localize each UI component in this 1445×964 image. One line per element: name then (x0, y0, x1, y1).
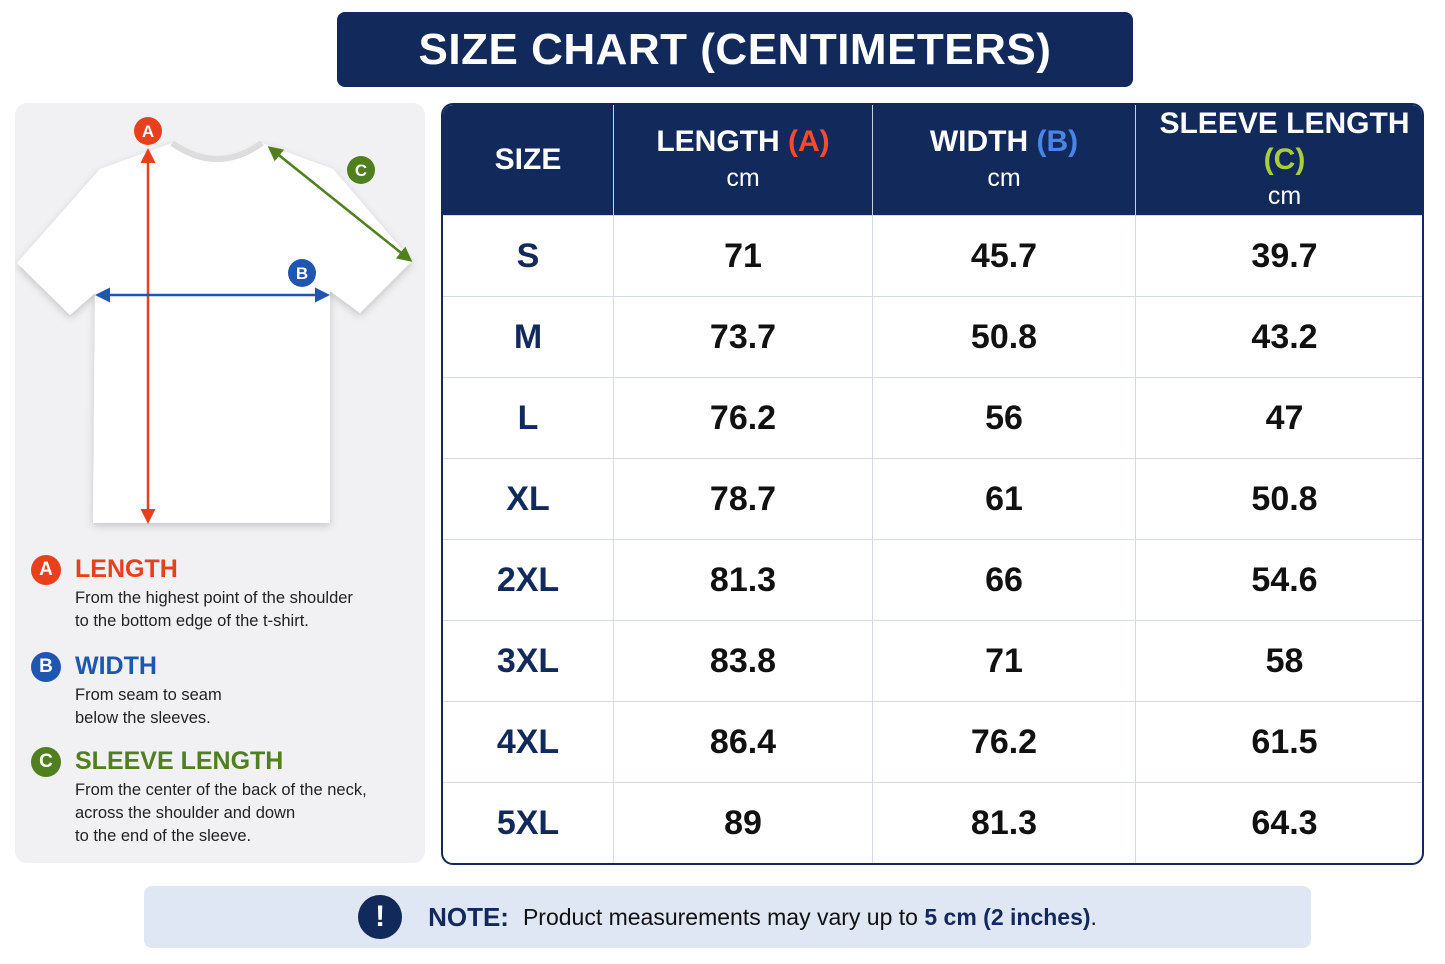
sleeve-arrow (267, 146, 413, 262)
size-cell: 5XL (443, 782, 614, 863)
size-cell: M (443, 296, 614, 378)
header-unit: cm (987, 164, 1021, 192)
value-cell: 50.8 (872, 296, 1136, 378)
value-cell: 76.2 (613, 377, 873, 459)
header-cell: SLEEVE LENGTH (C) cm (1135, 105, 1422, 216)
note-bar: ! NOTE: Product measurements may vary up… (144, 886, 1311, 948)
legend-description: across the shoulder and down (75, 804, 296, 822)
value-cell: 47 (1135, 377, 1422, 459)
size-cell: 2XL (443, 539, 614, 621)
legend-label: WIDTH (75, 652, 157, 680)
header-cell: WIDTH (B) cm (872, 105, 1136, 216)
header-label: SIZE (494, 143, 562, 176)
legend-description: From the highest point of the shoulder (75, 589, 353, 607)
table-row: 4XL 86.4 76.2 61.5 (443, 701, 1422, 783)
size-cell: XL (443, 458, 614, 540)
size-cell: 3XL (443, 620, 614, 702)
marker-a (134, 117, 162, 145)
title: SIZE CHART (CENTIMETERS) (418, 24, 1052, 74)
value-cell: 45.7 (872, 214, 1136, 297)
header-line: WIDTH (B) (874, 124, 1134, 160)
size-cell: 4XL (443, 701, 614, 783)
legend-circle: B (31, 652, 61, 682)
title-bar: SIZE CHART (CENTIMETERS) (337, 12, 1133, 87)
header-cell: SIZE (443, 105, 614, 216)
value-cell: 86.4 (613, 701, 873, 783)
value-cell: 76.2 (872, 701, 1136, 783)
legend-label: LENGTH (75, 555, 178, 583)
header-unit: cm (1267, 182, 1302, 210)
table-row: 5XL 89 81.3 64.3 (443, 782, 1422, 863)
collar (170, 140, 264, 162)
legend-description: From the center of the back of the neck, (75, 781, 367, 799)
value-cell: 71 (613, 214, 873, 297)
table-row: 2XL 81.3 66 54.6 (443, 539, 1422, 621)
note-label: NOTE: (428, 901, 509, 932)
header-label: SLEEVE LENGTH (1159, 107, 1410, 140)
marker-b (288, 259, 316, 287)
header-cell: LENGTH (A) cm (613, 105, 873, 216)
legend-circle: C (31, 747, 61, 777)
header-marker: (A) (788, 125, 830, 158)
header-line: SLEEVE LENGTH (C) (1137, 106, 1422, 178)
header-marker: (B) (1036, 125, 1079, 158)
value-cell: 78.7 (613, 458, 873, 540)
header-label: LENGTH (656, 125, 780, 158)
header-unit: cm (726, 164, 760, 192)
measure-panel: A B C A LENGTH From the highest point of t… (15, 103, 425, 863)
value-cell: 81.3 (872, 782, 1136, 863)
note-end: . (1090, 903, 1097, 930)
value-cell: 43.2 (1135, 296, 1422, 378)
value-cell: 39.7 (1135, 214, 1422, 297)
value-cell: 54.6 (1135, 539, 1422, 621)
table-row: 3XL 83.8 71 58 (443, 620, 1422, 702)
legend-circle: A (31, 555, 61, 585)
value-cell: 89 (613, 782, 873, 863)
value-cell: 64.3 (1135, 782, 1422, 863)
legend-description: to the bottom edge of the t-shirt. (75, 612, 309, 630)
note-icon: ! (358, 895, 403, 939)
header-label: WIDTH (929, 125, 1029, 158)
shirt (17, 143, 412, 523)
value-cell: 73.7 (613, 296, 873, 378)
value-cell: 81.3 (613, 539, 873, 621)
marker-a-text: A (142, 122, 154, 141)
table-row: S 71 45.7 39.7 (443, 214, 1422, 297)
size-table-frame: SIZE LENGTH (A) cm WIDTH (B) cm SLEEVE LENGTH… (441, 103, 1424, 865)
value-cell: 56 (872, 377, 1136, 459)
size-cell: S (443, 214, 614, 297)
table-row: L 76.2 56 47 (443, 377, 1422, 459)
table-row: XL 78.7 61 50.8 (443, 458, 1422, 540)
value-cell: 50.8 (1135, 458, 1422, 540)
legend-description: From seam to seam (75, 686, 222, 704)
size-table: SIZE LENGTH (A) cm WIDTH (B) cm SLEEVE LENGTH… (443, 105, 1422, 863)
header-row: SIZE LENGTH (A) cm WIDTH (B) cm SLEEVE LENGTH… (443, 105, 1422, 216)
value-cell: 83.8 (613, 620, 873, 702)
header-line: LENGTH (A) (615, 124, 871, 160)
shirt-diagram: A B C (17, 117, 413, 524)
value-cell: 61.5 (1135, 701, 1422, 783)
marker-b-text: B (296, 264, 308, 283)
marker-c-text: C (355, 161, 367, 180)
legend-description: below the sleeves. (75, 709, 211, 727)
value-cell: 58 (1135, 620, 1422, 702)
size-cell: L (443, 377, 614, 459)
note-text: Product measurements may vary up to (522, 903, 925, 930)
header-marker: (C) (1263, 143, 1306, 176)
value-cell: 66 (872, 539, 1136, 621)
marker-c (347, 156, 375, 184)
value-cell: 61 (872, 458, 1136, 540)
table-row: M 73.7 50.8 43.2 (443, 296, 1422, 378)
value-cell: 71 (872, 620, 1136, 702)
legend-label: SLEEVE LENGTH (75, 747, 284, 775)
header-line: SIZE (444, 142, 612, 178)
legend-description: to the end of the sleeve. (75, 827, 252, 845)
note-emphasis: 5 cm (2 inches) (924, 903, 1091, 930)
